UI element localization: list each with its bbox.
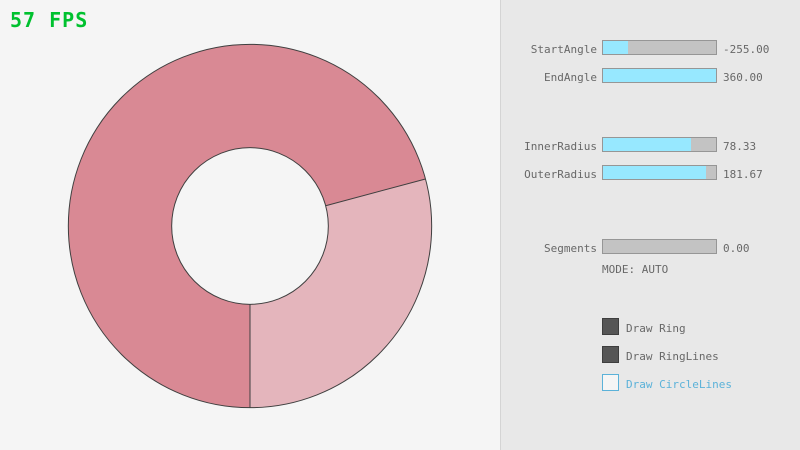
inner-radius-value: 78.33 — [723, 140, 757, 153]
slider-row-start-angle: StartAngle -255.00 — [501, 40, 800, 56]
checkbox-row-draw-ringlines[interactable]: Draw RingLines — [602, 346, 792, 364]
checkbox-row-draw-ring[interactable]: Draw Ring — [602, 318, 792, 336]
draw-ringlines-checkbox[interactable] — [602, 346, 619, 363]
start-angle-slider[interactable] — [602, 40, 717, 55]
draw-circlelines-label: Draw CircleLines — [626, 378, 732, 391]
outer-radius-value: 181.67 — [723, 168, 763, 181]
draw-circlelines-checkbox[interactable] — [602, 374, 619, 391]
ring-circle-outline — [171, 147, 329, 305]
slider-fill — [603, 69, 716, 82]
end-angle-label: EndAngle — [544, 71, 597, 84]
slider-fill — [603, 41, 628, 54]
fps-counter: 57 FPS — [10, 8, 89, 32]
slider-fill — [603, 138, 692, 151]
ring-segment — [68, 44, 426, 408]
inner-radius-slider[interactable] — [602, 137, 717, 152]
ring-segment-line — [325, 178, 426, 207]
draw-ringlines-label: Draw RingLines — [626, 350, 719, 363]
inner-radius-label: InnerRadius — [524, 140, 597, 153]
segments-slider[interactable] — [602, 239, 717, 254]
slider-row-end-angle: EndAngle 360.00 — [501, 68, 800, 84]
end-angle-slider[interactable] — [602, 68, 717, 83]
checkbox-row-draw-circlelines[interactable]: Draw CircleLines — [602, 374, 792, 392]
slider-fill — [603, 166, 706, 179]
draw-ring-label: Draw Ring — [626, 322, 686, 335]
start-angle-label: StartAngle — [530, 43, 597, 56]
ring-chart — [67, 43, 433, 409]
slider-row-inner-radius: InnerRadius 78.33 — [501, 137, 800, 153]
segments-mode-label: MODE: AUTO — [602, 263, 669, 276]
outer-radius-slider[interactable] — [602, 165, 717, 180]
start-angle-value: -255.00 — [723, 43, 770, 56]
slider-row-segments: Segments 0.00 — [501, 239, 800, 255]
draw-ring-checkbox[interactable] — [602, 318, 619, 335]
segments-value: 0.00 — [723, 242, 750, 255]
end-angle-value: 360.00 — [723, 71, 763, 84]
segments-label: Segments — [544, 242, 597, 255]
outer-radius-label: OuterRadius — [524, 168, 597, 181]
controls-panel: StartAngle -255.00 EndAngle 360.00 Inner… — [500, 0, 800, 450]
slider-row-outer-radius: OuterRadius 181.67 — [501, 165, 800, 181]
ring-segment — [250, 178, 432, 408]
